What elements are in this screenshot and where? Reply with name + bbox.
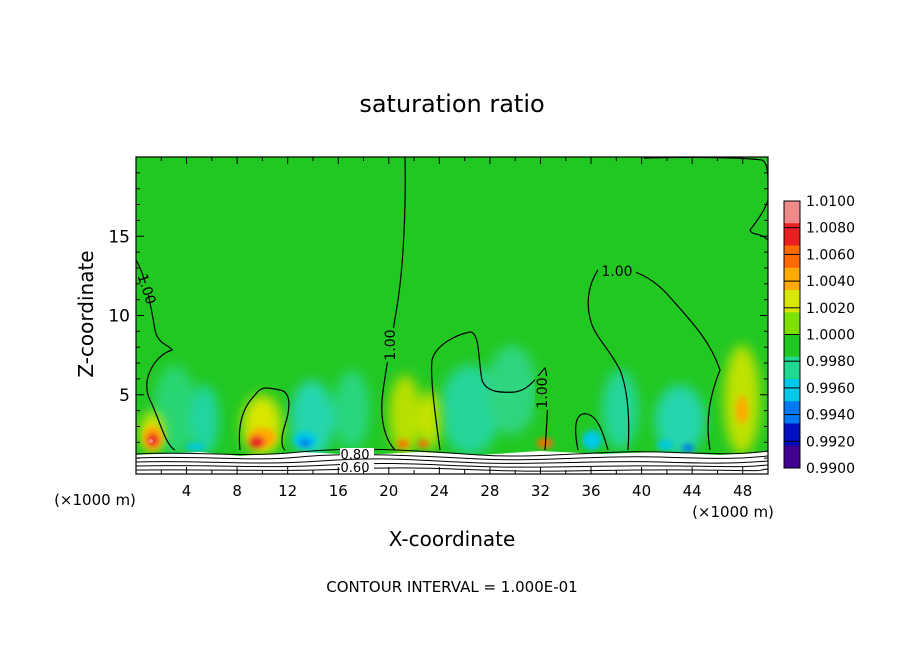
colorbar-swatch bbox=[784, 401, 800, 424]
contour-line bbox=[136, 448, 768, 457]
colorbar-swatch bbox=[784, 267, 800, 291]
contour-interval-note: CONTOUR INTERVAL = 1.000E-01 bbox=[326, 578, 577, 596]
contour-label: 1.00 bbox=[535, 377, 551, 408]
colorbar-label: 1.0100 bbox=[806, 194, 855, 210]
contour-label: 0.80 bbox=[341, 448, 370, 463]
contour-line bbox=[136, 467, 768, 472]
x-tick-label: 28 bbox=[480, 482, 499, 500]
contour-label: 1.00 bbox=[601, 264, 632, 280]
x-unit-right: (×1000 m) bbox=[692, 503, 774, 521]
x-tick-label: 32 bbox=[531, 482, 550, 500]
colorbar-swatch bbox=[784, 379, 800, 402]
contour-line bbox=[136, 462, 768, 468]
x-tick-label: 12 bbox=[278, 482, 297, 500]
y-axis-label: Z-coordinate bbox=[74, 250, 98, 377]
x-tick-label: 4 bbox=[182, 482, 192, 500]
y-axis: 5 10 15 bbox=[108, 172, 768, 459]
contour-line bbox=[136, 454, 768, 461]
plume bbox=[290, 380, 334, 460]
pocket-blue bbox=[185, 443, 205, 451]
colorbar-swatch bbox=[784, 445, 800, 469]
colorbar-label: 0.9900 bbox=[806, 461, 855, 477]
pocket-blue bbox=[682, 444, 694, 452]
hot-spot bbox=[147, 433, 159, 447]
plot-area: 1.00 1.00 1.00 1.00 0.80 0.60 bbox=[135, 156, 769, 476]
x-tick-label: 40 bbox=[632, 482, 651, 500]
x-tick-label: 48 bbox=[733, 482, 752, 500]
x-tick-label: 24 bbox=[430, 482, 449, 500]
plume bbox=[487, 345, 537, 435]
hot-spot bbox=[249, 436, 265, 448]
colorbar-swatch bbox=[784, 423, 800, 447]
chart-title: saturation ratio bbox=[359, 90, 544, 118]
hot-spot bbox=[736, 396, 748, 424]
colorbar-swatch bbox=[784, 334, 800, 358]
plume bbox=[602, 370, 638, 450]
contour-label: 0.60 bbox=[341, 461, 370, 476]
colorbar-swatch bbox=[784, 223, 800, 246]
colorbar-label: 1.0020 bbox=[806, 301, 855, 317]
colorbar-label: 0.9960 bbox=[806, 381, 855, 397]
hot-spot bbox=[397, 440, 409, 448]
plume bbox=[655, 385, 705, 455]
contour-line bbox=[238, 387, 290, 451]
contour-line bbox=[431, 331, 549, 451]
pocket-blue bbox=[299, 439, 311, 447]
contour-line bbox=[136, 458, 768, 464]
x-tick-label: 8 bbox=[232, 482, 242, 500]
pocket-blue bbox=[657, 440, 673, 450]
colorbar-label: 0.9980 bbox=[806, 354, 855, 370]
colorbar-swatch bbox=[784, 312, 800, 335]
contour-label: 1.00 bbox=[383, 329, 399, 360]
contour-label-group: 1.00 1.00 1.00 1.00 0.80 0.60 bbox=[136, 262, 636, 476]
y-tick-label: 10 bbox=[108, 307, 130, 327]
contour-line bbox=[749, 199, 768, 241]
contour-line bbox=[575, 413, 609, 451]
plume bbox=[440, 365, 500, 455]
colorbar-label: 0.9920 bbox=[806, 434, 855, 450]
contour-line bbox=[136, 259, 176, 451]
x-axis: 4 8 12 16 20 24 28 32 36 40 44 48 bbox=[160, 157, 752, 500]
x-tick-label: 36 bbox=[581, 482, 600, 500]
field-features: 1.00 1.00 1.00 1.00 0.80 0.60 bbox=[136, 157, 768, 476]
colorbar-label: 0.9940 bbox=[806, 408, 855, 424]
y-tick-label: 5 bbox=[119, 386, 130, 406]
colorbar: 1.0100 1.0080 1.0060 1.0040 1.0020 1.0000 0.99… bbox=[783, 194, 855, 477]
plume-warm bbox=[420, 390, 440, 450]
y-tick-label: 15 bbox=[108, 227, 130, 247]
hot-spot bbox=[418, 440, 428, 448]
colorbar-label: 1.0080 bbox=[806, 221, 855, 237]
colorbar-swatch bbox=[784, 201, 800, 224]
x-axis-label: X-coordinate bbox=[389, 527, 516, 551]
plume bbox=[191, 385, 219, 455]
x-tick-label: 16 bbox=[329, 482, 348, 500]
plume bbox=[153, 365, 197, 455]
plume-warm bbox=[389, 375, 421, 455]
pocket-blue bbox=[582, 430, 602, 450]
terrain-contours bbox=[136, 448, 768, 472]
colorbar-swatch bbox=[784, 290, 800, 313]
colorbar-label: 1.0060 bbox=[806, 247, 855, 263]
colorbar-swatch bbox=[784, 245, 800, 269]
x-tick-label: 44 bbox=[683, 482, 702, 500]
plume bbox=[334, 370, 370, 450]
x-unit-left: (×1000 m) bbox=[54, 491, 136, 509]
colorbar-label: 1.0040 bbox=[806, 274, 855, 290]
peak-spot bbox=[149, 439, 153, 443]
colorbar-swatch bbox=[784, 356, 800, 380]
x-tick-label: 20 bbox=[379, 482, 398, 500]
colorbar-label: 1.0000 bbox=[806, 328, 855, 344]
